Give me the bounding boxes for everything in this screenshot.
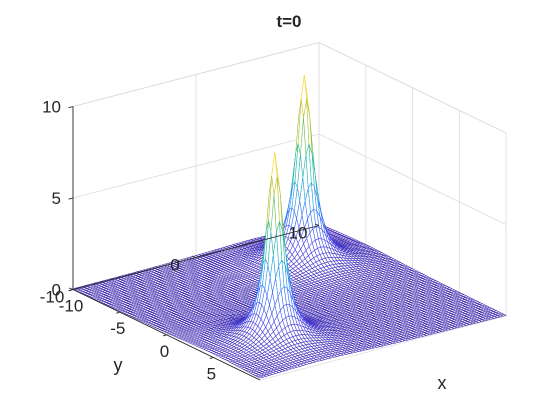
grid-line [318,133,507,225]
box-edge [259,315,507,381]
box-edge [72,42,320,107]
grid-line [72,133,320,199]
surface-mesh [72,75,507,379]
box-edge [318,42,507,134]
